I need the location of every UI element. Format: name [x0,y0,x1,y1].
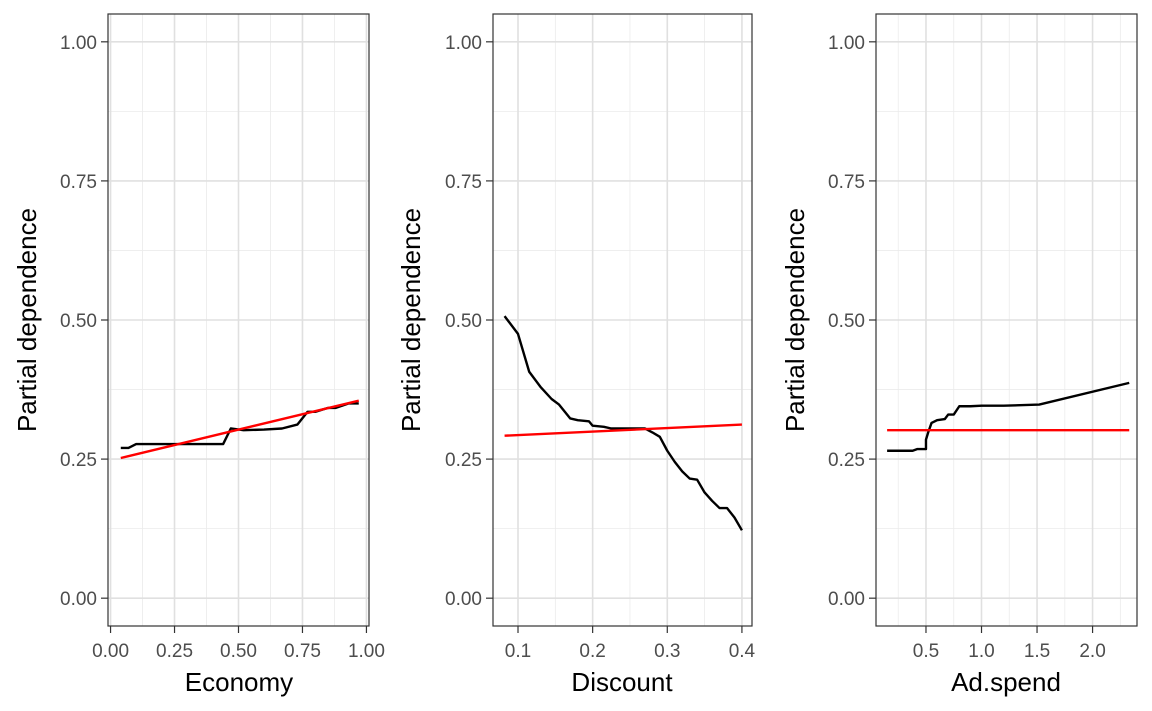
x-axis-title: Ad.spend [951,667,1061,697]
x-tick-label: 1.00 [348,641,385,662]
chart-panel-1: 0.00 0.25 0.50 0.75 1.00 0.00 0.25 0.50 0.75 1.00… [12,13,385,697]
y-tick-label: 0.75 [445,172,482,193]
y-tick-label: 0.00 [828,589,865,610]
y-axis-title: Partial dependence [780,208,810,432]
x-tick-label: 0.2 [579,641,605,662]
y-tick-label: 0.25 [828,450,865,471]
y-tick-label: 0.00 [60,589,97,610]
x-tick-label: 0.5 [913,641,939,662]
x-axis-title: Economy [185,667,293,697]
y-tick-label: 1.00 [828,33,865,54]
x-axis-title: Discount [571,667,673,697]
y-tick-label: 1.00 [445,33,482,54]
y-tick-label: 0.25 [60,450,97,471]
x-tick-label: 0.1 [505,641,531,662]
y-tick-label: 0.50 [445,311,482,332]
linear-fit-line [504,423,742,437]
y-tick-label: 0.50 [60,311,97,332]
y-axis-title: Partial dependence [12,208,42,432]
chart-panel-3: 0.00 0.25 0.50 0.75 1.00 0.5 1.0 1.5 2.0 Ad.spend… [780,13,1138,697]
y-tick-label: 0.75 [60,172,97,193]
x-tick-label: 0.3 [654,641,680,662]
y-tick-label: 0.75 [828,172,865,193]
partial-dependence-line [503,315,743,531]
x-tick-label: 1.0 [968,641,994,662]
x-tick-label: 0.4 [729,641,756,662]
x-tick-label: 0.50 [220,641,257,662]
x-tick-label: 0.00 [92,641,129,662]
y-tick-label: 0.25 [445,450,482,471]
y-tick-label: 0.50 [828,311,865,332]
linear-fit-line [120,399,360,460]
x-tick-label: 2.0 [1079,641,1105,662]
x-tick-label: 1.5 [1024,641,1050,662]
x-tick-label: 0.25 [156,641,193,662]
y-tick-label: 0.00 [445,589,482,610]
x-tick-label: 0.75 [284,641,321,662]
y-tick-label: 1.00 [60,33,97,54]
chart-panel-2: 0.00 0.25 0.50 0.75 1.00 0.1 0.2 0.3 0.4 Discount… [396,13,756,697]
y-axis-title: Partial dependence [396,208,426,432]
partial-dependence-line [887,381,1130,452]
